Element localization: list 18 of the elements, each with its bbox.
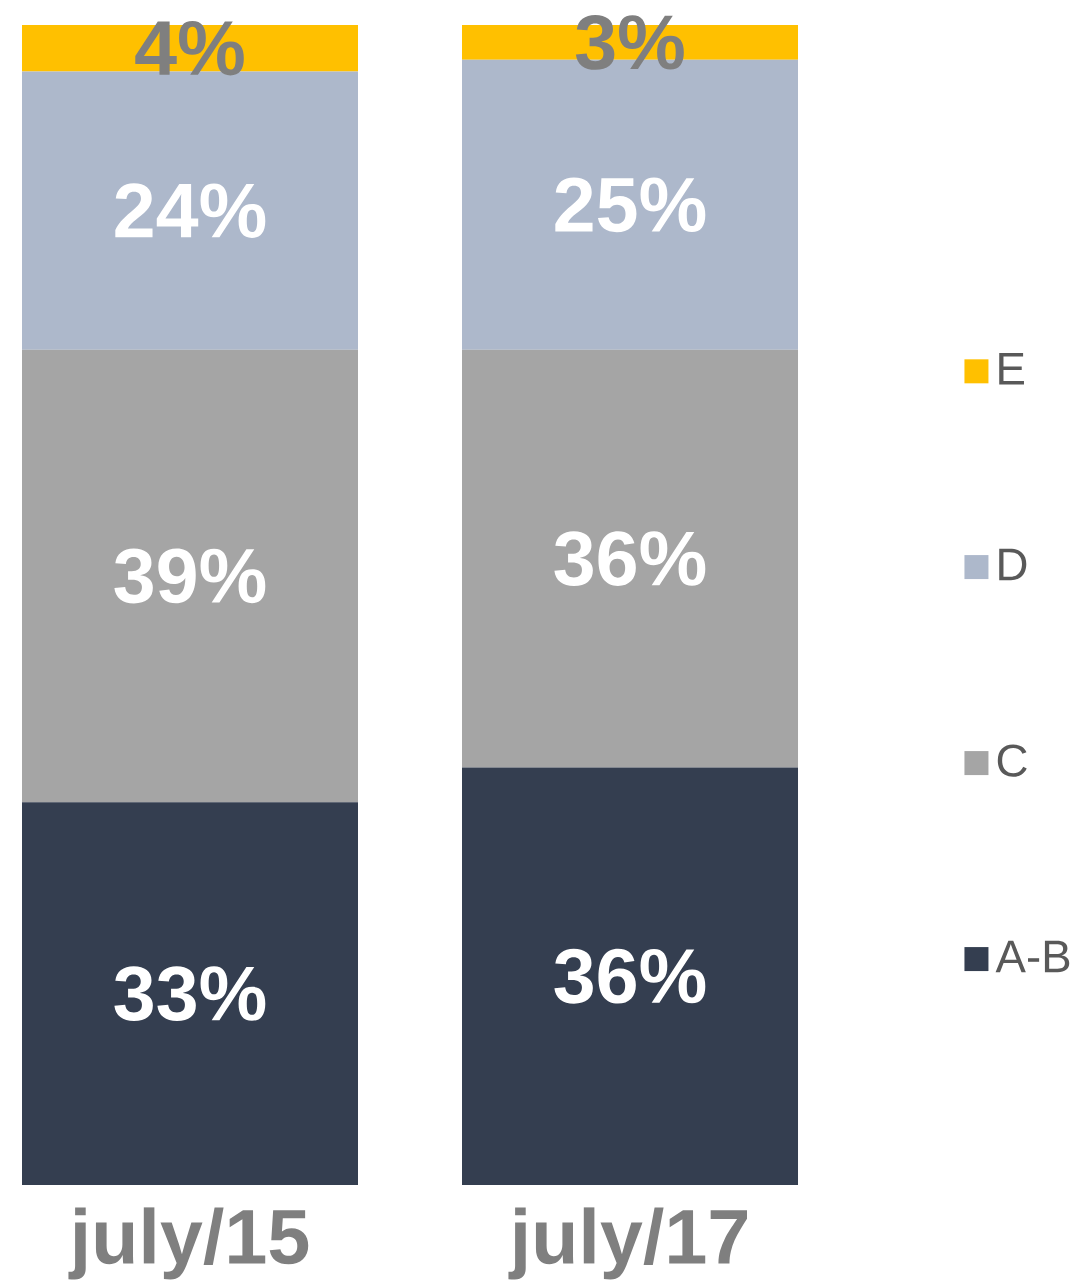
legend-label: A-B [995,940,1070,973]
data-label: 36% [554,948,706,1004]
data-label: 39% [114,548,266,604]
legend-label: E [999,352,1024,385]
x-tick-label: july/17 [508,1207,747,1280]
bar [462,349,799,768]
bar [22,802,358,1185]
data-label: 33% [114,966,266,1022]
x-tick-label: july/15 [68,1207,309,1280]
bar [22,349,358,803]
legend-label: D [999,548,1027,581]
data-label: 25% [555,177,706,233]
data-label: 4% [135,20,244,76]
bar [462,767,799,1185]
data-label: 3% [575,14,684,70]
legend-label: C [997,744,1027,777]
data-label: 36% [554,531,706,587]
data-label: 24% [115,183,266,238]
